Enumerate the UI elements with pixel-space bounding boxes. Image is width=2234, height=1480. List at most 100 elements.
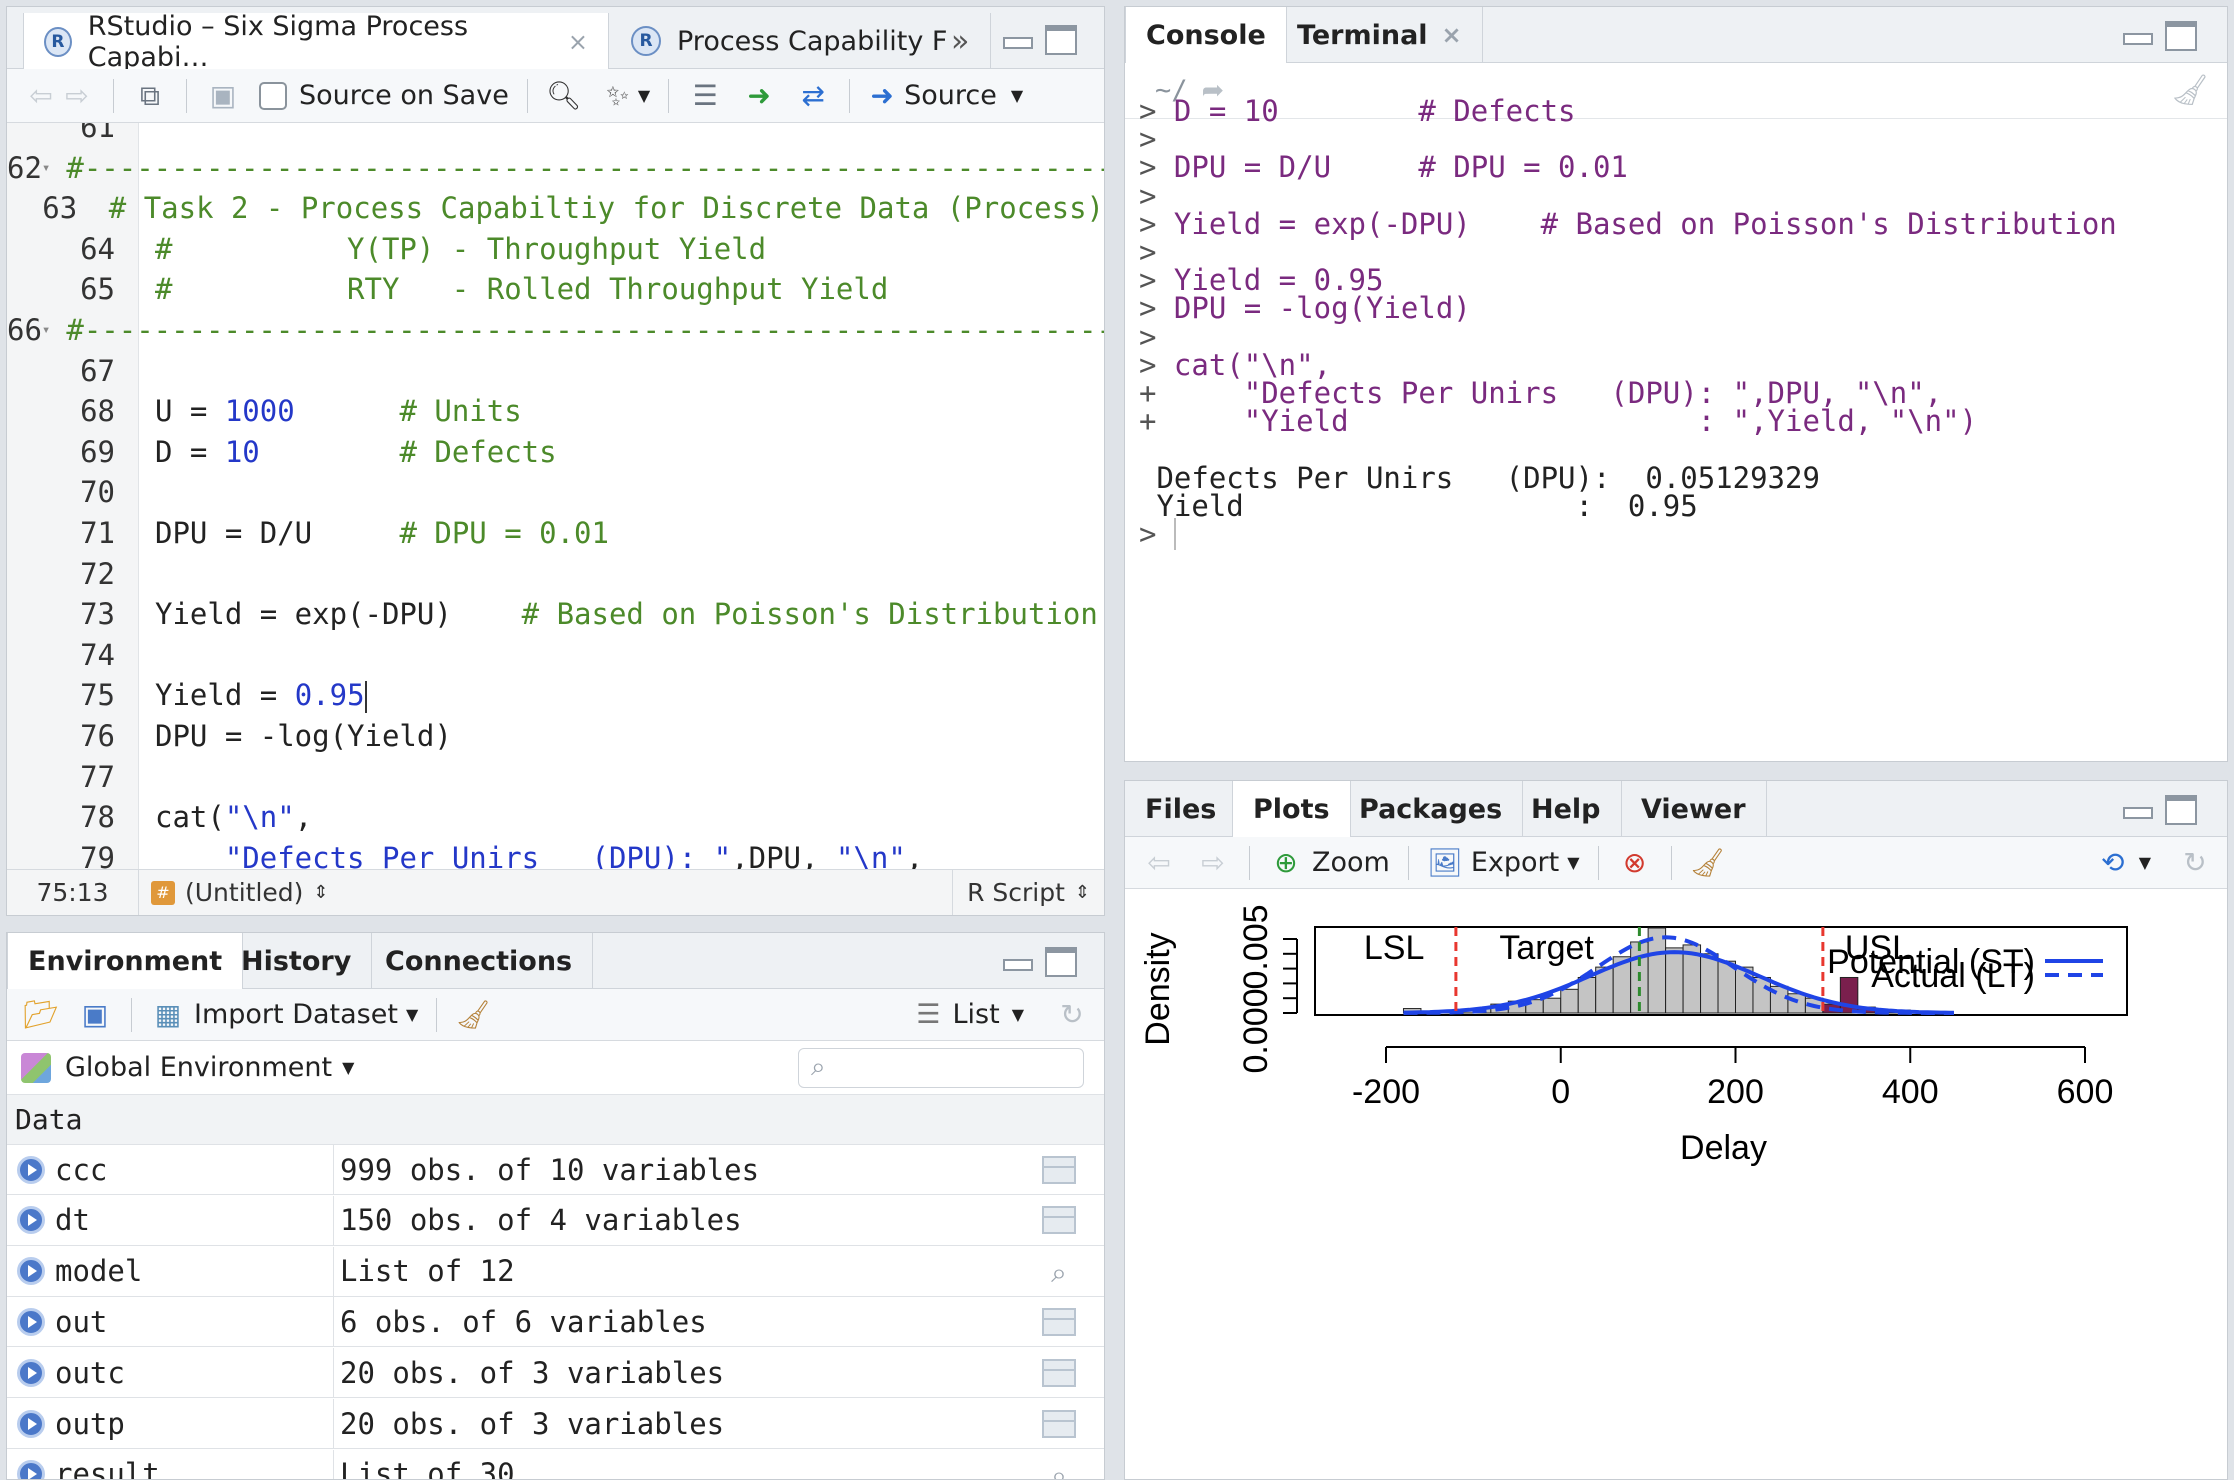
clear-plots-icon[interactable]: 🧹︎ <box>1689 846 1726 879</box>
publish-button[interactable]: ⟲ ▼ <box>2095 845 2151 881</box>
magic-wand-icon[interactable]: ✨︎ <box>606 78 630 112</box>
expand-icon[interactable] <box>17 1206 45 1235</box>
environment-search-input[interactable]: ⌕ <box>798 1047 1084 1088</box>
minimize-icon[interactable] <box>2123 21 2153 51</box>
environment-row[interactable]: outc 20 obs. of 3 variables <box>7 1348 1104 1399</box>
code-line[interactable]: 69 D = 10 # Defects <box>7 432 1104 472</box>
code-line[interactable]: 76 DPU = -log(Yield) <box>7 716 1104 756</box>
fold-toggle-icon[interactable]: ▾ <box>41 322 51 338</box>
close-icon[interactable]: × <box>567 27 588 56</box>
minimize-icon[interactable] <box>2123 795 2153 825</box>
tab-help[interactable]: Help <box>1511 781 1622 837</box>
go-to-directory-icon[interactable]: ➦ <box>1201 75 1225 106</box>
previous-plot-icon[interactable]: ⇦ <box>1147 846 1171 879</box>
filetype-selector[interactable]: R Script ⇕ <box>952 870 1104 915</box>
code-line[interactable]: 72 <box>7 554 1104 594</box>
code-line[interactable]: 63 # Task 2 - Process Capabiltiy for Disc… <box>7 188 1104 228</box>
console-cursor[interactable] <box>1173 518 1176 550</box>
refresh-icon[interactable]: ↻ <box>1060 998 1084 1031</box>
minimize-icon[interactable] <box>1003 25 1033 55</box>
maximize-icon[interactable] <box>2165 21 2197 51</box>
clear-console-icon[interactable]: 🧹︎ <box>2170 73 2209 108</box>
code-line[interactable]: 75 Yield = 0.95 <box>7 675 1104 715</box>
code-line[interactable]: 73 Yield = exp(-DPU) # Based on Poisson's… <box>7 594 1104 634</box>
code-line[interactable]: 74 <box>7 635 1104 675</box>
view-table-icon[interactable] <box>1042 1358 1076 1387</box>
tab-plots[interactable]: Plots <box>1232 781 1351 838</box>
environment-row[interactable]: ccc 999 obs. of 10 variables <box>7 1145 1104 1195</box>
fold-toggle-icon[interactable]: ▾ <box>41 159 51 176</box>
global-environment-dropdown[interactable]: Global Environment ▼ <box>65 1052 354 1083</box>
zoom-button[interactable]: ⊕ Zoom <box>1268 845 1390 881</box>
expand-icon[interactable] <box>17 1460 45 1479</box>
view-table-icon[interactable] <box>1042 1155 1076 1184</box>
inspect-icon[interactable]: ⌕ <box>1051 1256 1067 1290</box>
code-line[interactable]: 64 # Y(TP) - Throughput Yield <box>7 229 1104 269</box>
save-icon[interactable]: ▣ <box>209 79 237 112</box>
expand-icon[interactable] <box>17 1358 45 1387</box>
source-button[interactable]: ➜ Source ▼ <box>868 78 1023 114</box>
close-icon[interactable]: × <box>1441 21 1462 49</box>
tab-viewer[interactable]: Viewer <box>1621 781 1767 837</box>
environment-row[interactable]: model List of 12 ⌕ <box>7 1246 1104 1297</box>
maximize-icon[interactable] <box>1045 25 1077 55</box>
save-workspace-icon[interactable]: ▣ <box>81 998 109 1031</box>
show-in-window-icon[interactable]: ⧉ <box>140 78 160 112</box>
view-table-icon[interactable] <box>1042 1307 1076 1336</box>
view-mode-button[interactable]: ☰ List ▼ <box>916 999 1024 1030</box>
environment-row[interactable]: dt 150 obs. of 4 variables <box>7 1195 1104 1246</box>
maximize-icon[interactable] <box>1045 947 1077 977</box>
expand-icon[interactable] <box>17 1409 45 1438</box>
code-area[interactable]: 61 62 ▾ #----------------------------------… <box>7 123 1104 869</box>
load-workspace-icon[interactable]: 📂︎ <box>23 998 59 1031</box>
tab-packages[interactable]: Packages <box>1339 781 1524 837</box>
environment-row[interactable]: out 6 obs. of 6 variables <box>7 1297 1104 1348</box>
compile-report-icon[interactable]: ☰ <box>692 79 718 112</box>
remove-plot-icon[interactable]: ⊗ <box>1622 846 1647 879</box>
expand-icon[interactable] <box>17 1257 45 1286</box>
tab-history[interactable]: History <box>221 933 373 989</box>
environment-row[interactable]: outp 20 obs. of 3 variables <box>7 1399 1104 1449</box>
tab-six-sigma-script[interactable]: R RStudio – Six Sigma Process Capabi… × <box>23 11 609 73</box>
code-line[interactable]: 79 "Defects Per Unirs (DPU): ",DPU, "\n"… <box>7 838 1104 869</box>
tab-console[interactable]: Console <box>1125 7 1287 64</box>
expand-icon[interactable] <box>17 1155 45 1184</box>
scope-selector[interactable]: # (Untitled) ⇕ <box>139 878 669 907</box>
minimize-icon[interactable] <box>1003 947 1033 977</box>
code-line[interactable]: 61 <box>7 123 1104 147</box>
code-line[interactable]: 78 cat("\n", <box>7 797 1104 837</box>
tab-files[interactable]: Files <box>1125 781 1238 837</box>
run-line-icon[interactable]: ➜ <box>747 79 771 112</box>
code-line[interactable]: 62 ▾ #------------------------------------… <box>7 148 1104 188</box>
chevron-down-icon[interactable]: ▼ <box>637 86 651 105</box>
tab-environment[interactable]: Environment <box>7 933 244 990</box>
clear-objects-icon[interactable]: 🧹︎ <box>455 998 492 1031</box>
export-button[interactable]: 🖼︎ Export ▼ <box>1427 845 1579 881</box>
code-line[interactable]: 65 # RTY - Rolled Throughput Yield <box>7 269 1104 309</box>
code-line[interactable]: 68 U = 1000 # Units <box>7 391 1104 431</box>
code-line[interactable]: 70 <box>7 472 1104 512</box>
view-table-icon[interactable] <box>1042 1409 1076 1438</box>
search-icon[interactable]: 🔍︎ <box>546 79 582 112</box>
code-line[interactable]: 67 <box>7 351 1104 391</box>
refresh-icon[interactable]: ↻ <box>2183 846 2207 879</box>
tab-connections[interactable]: Connections <box>365 933 594 989</box>
code-line[interactable]: 77 <box>7 757 1104 797</box>
import-dataset-button[interactable]: ▦ Import Dataset ▼ <box>150 997 418 1033</box>
tab-terminal[interactable]: Terminal × <box>1277 7 1483 63</box>
forward-arrow-icon[interactable]: ⇨ <box>65 79 89 112</box>
source-on-save-checkbox[interactable] <box>259 81 287 110</box>
code-line[interactable]: 66 ▾ #------------------------------------… <box>7 310 1104 350</box>
view-table-icon[interactable] <box>1042 1206 1076 1235</box>
maximize-icon[interactable] <box>2165 795 2197 825</box>
environment-row[interactable]: result List of 30 ⌕ <box>7 1449 1104 1480</box>
expand-icon[interactable] <box>17 1307 45 1336</box>
back-arrow-icon[interactable]: ⇦ <box>29 79 53 112</box>
rerun-icon[interactable]: ⇄ <box>801 79 825 112</box>
tab-process-capability[interactable]: R Process Capability Fu » <box>611 13 991 69</box>
next-plot-icon[interactable]: ⇨ <box>1201 846 1225 879</box>
code-line[interactable]: 71 DPU = D/U # DPU = 0.01 <box>7 513 1104 553</box>
inspect-icon[interactable]: ⌕ <box>1051 1459 1067 1480</box>
tab-overflow-icon[interactable]: » <box>951 23 970 59</box>
console-output[interactable]: > D = 10 # Defects > > DPU = D/U # DPU = 0… <box>1125 94 2227 761</box>
